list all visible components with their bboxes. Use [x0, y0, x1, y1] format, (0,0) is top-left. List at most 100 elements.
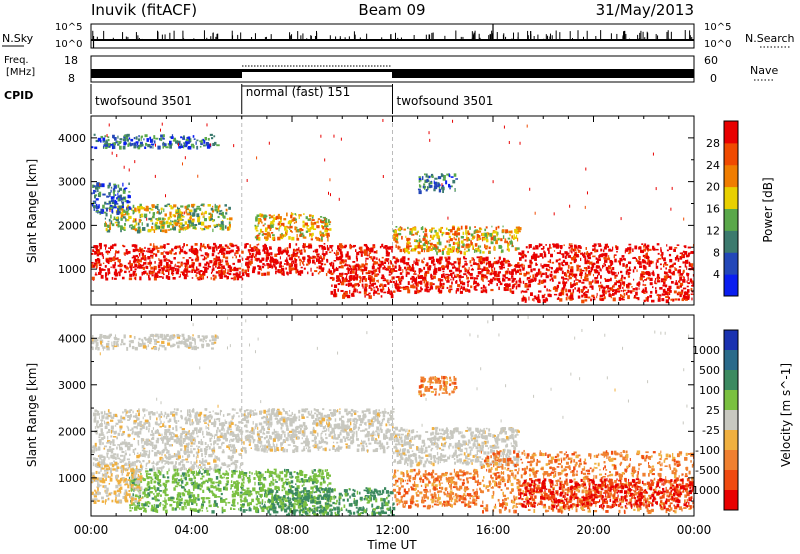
echo-cell: [561, 291, 565, 296]
echo-cell: [484, 244, 486, 249]
echo-cell: [335, 280, 339, 282]
echo-cell: [207, 225, 212, 228]
echo-cell: [162, 465, 165, 468]
echo-cell: [346, 273, 348, 276]
echo-cell: [176, 216, 179, 221]
echo-cell: [581, 299, 585, 304]
echo-cell: [320, 233, 324, 238]
echo-cell: [142, 227, 146, 231]
echo-cell: [166, 262, 169, 266]
echo-cell: [426, 286, 430, 289]
echo-cell: [113, 142, 116, 146]
echo-cell: [133, 137, 136, 140]
echo-cell: [660, 280, 663, 283]
echo-cell: [160, 466, 163, 469]
echo-cell: [122, 190, 126, 194]
echo-cell: [287, 226, 290, 229]
echo-cell: [464, 268, 466, 273]
echo-cell: [643, 292, 646, 295]
echo-cell: [316, 225, 320, 229]
echo-cell: [459, 258, 461, 261]
echo-cell: [277, 222, 281, 226]
echo-cell: [305, 230, 309, 233]
echo-cell: [185, 443, 188, 446]
echo-cell: [445, 258, 448, 262]
echo-cell: [107, 136, 110, 139]
echo-cell: [613, 255, 615, 259]
echo-cell: [333, 271, 335, 274]
echo-cell: [97, 448, 101, 451]
echo-cell: [373, 277, 376, 281]
echo-cell: [155, 245, 158, 250]
echo-cell: [232, 451, 236, 454]
echo-cell: [651, 299, 655, 303]
echo-cell: [319, 245, 321, 249]
echo-cell: [173, 408, 176, 411]
echo-cell: [298, 258, 302, 262]
echo-cell: [105, 259, 109, 262]
echo-cell: [521, 290, 524, 293]
echo-cell: [149, 263, 152, 267]
echo-cell: [418, 176, 421, 179]
echo-cell: [577, 247, 579, 251]
echo-cell: [444, 245, 447, 249]
echo-cell: [422, 231, 425, 233]
echo-cell: [423, 276, 427, 280]
echo-cell: [446, 251, 450, 256]
echo-cell: [295, 243, 298, 246]
echo-cell: [633, 294, 636, 298]
echo-cell: [610, 277, 612, 281]
echo-cell: [322, 253, 326, 257]
echo-cell: [485, 262, 487, 266]
echo-cell: [365, 259, 367, 263]
echo-cell: [343, 292, 345, 296]
echo-cell: [468, 238, 471, 241]
echo-cell: [227, 269, 229, 273]
echo-cell: [477, 247, 480, 251]
echo-cell: [112, 218, 115, 221]
echo-cell: [584, 205, 586, 209]
echo-cell: [539, 243, 543, 246]
echo-cell: [119, 458, 122, 461]
echo-cell: [298, 256, 300, 259]
echo-cell: [110, 266, 112, 269]
echo-cell: [291, 260, 294, 263]
echo-cell: [218, 273, 222, 276]
echo-cell: [579, 271, 583, 274]
echo-cell: [96, 264, 98, 268]
echo-cell: [553, 245, 556, 247]
echo-cell: [615, 280, 618, 284]
echo-cell: [349, 243, 351, 246]
echo-cell: [520, 290, 522, 294]
echo-cell: [348, 264, 351, 268]
echo-cell: [155, 253, 158, 257]
echo-cell: [526, 124, 528, 128]
echo-cell: [638, 281, 641, 284]
echo-cell: [397, 286, 401, 289]
echo-cell: [505, 285, 509, 288]
echo-cell: [628, 243, 632, 246]
echo-cell: [174, 252, 177, 255]
echo-cell: [166, 204, 168, 207]
echo-cell: [446, 260, 450, 265]
echo-cell: [180, 271, 183, 274]
echo-cell: [235, 255, 237, 259]
echo-cell: [126, 458, 130, 461]
echo-cell: [690, 293, 693, 296]
echo-cell: [190, 432, 193, 436]
echo-cell: [207, 266, 212, 268]
echo-cell: [310, 222, 315, 226]
echo-cell: [158, 209, 160, 213]
echo-cell: [184, 435, 188, 440]
echo-cell: [585, 295, 588, 299]
echo-cell: [180, 262, 183, 267]
echo-cell: [616, 250, 618, 253]
echo-cell: [160, 468, 163, 472]
echo-cell: [421, 248, 424, 253]
nsky-tick-bottom: 10^0: [55, 39, 82, 50]
echo-cell: [110, 220, 113, 225]
echo-cell: [359, 279, 361, 284]
echo-cell: [400, 286, 404, 289]
echo-cell: [91, 264, 94, 268]
echo-cell: [144, 455, 146, 458]
